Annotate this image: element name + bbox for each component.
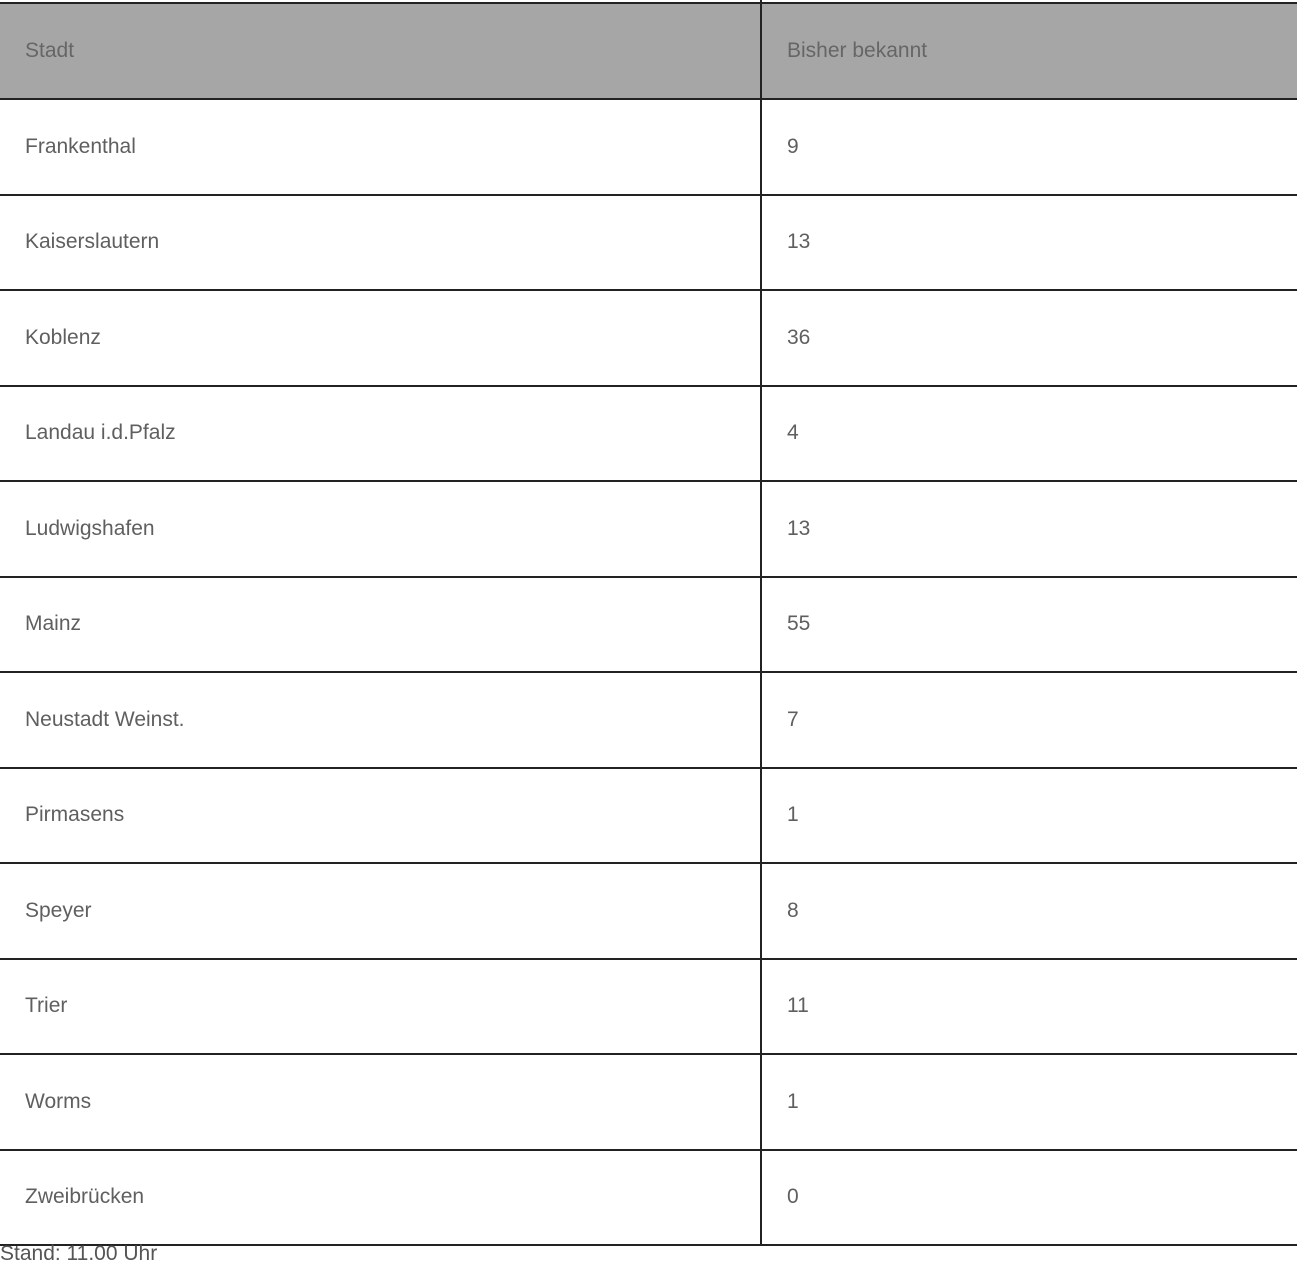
- count-cell: 1: [761, 1054, 1297, 1151]
- count-cell: 11: [761, 958, 1297, 1055]
- table-row: Mainz 55: [0, 576, 1297, 673]
- count-cell: 1: [761, 767, 1297, 864]
- city-cell: Mainz: [0, 576, 762, 673]
- count-cell: 55: [761, 576, 1297, 673]
- timestamp-note: Stand: 11.00 Uhr: [0, 1242, 158, 1265]
- city-cell: Frankenthal: [0, 99, 762, 196]
- city-cell: Speyer: [0, 863, 762, 960]
- count-cell: 36: [761, 290, 1297, 387]
- count-cell: 13: [761, 481, 1297, 578]
- column-divider: [760, 0, 762, 3]
- table-row: Koblenz 36: [0, 290, 1297, 387]
- count-cell: 4: [761, 385, 1297, 482]
- count-cell: 8: [761, 863, 1297, 960]
- city-cell: Ludwigshafen: [0, 481, 762, 578]
- table-row: Worms 1: [0, 1054, 1297, 1151]
- table-row: Landau i.d.Pfalz 4: [0, 385, 1297, 482]
- city-cell: Pirmasens: [0, 767, 762, 864]
- header-bisher-bekannt: Bisher bekannt: [761, 2, 1297, 100]
- count-cell: 7: [761, 672, 1297, 769]
- table-row: Trier 11: [0, 958, 1297, 1055]
- table-row: Ludwigshafen 13: [0, 481, 1297, 578]
- table-header-row: Stadt Bisher bekannt: [0, 2, 1297, 100]
- count-cell: 0: [761, 1149, 1297, 1246]
- table-row: Speyer 8: [0, 863, 1297, 960]
- city-cell: Koblenz: [0, 290, 762, 387]
- table-row: Pirmasens 1: [0, 767, 1297, 864]
- table-row: Zweibrücken 0: [0, 1149, 1297, 1246]
- table-row: Frankenthal 9: [0, 99, 1297, 196]
- city-cell: Zweibrücken: [0, 1149, 762, 1246]
- count-cell: 13: [761, 194, 1297, 291]
- city-cell: Kaiserslautern: [0, 194, 762, 291]
- city-cell: Landau i.d.Pfalz: [0, 385, 762, 482]
- table-row: Kaiserslautern 13: [0, 194, 1297, 291]
- table-row: Neustadt Weinst. 7: [0, 672, 1297, 769]
- city-cell: Worms: [0, 1054, 762, 1151]
- header-stadt: Stadt: [0, 2, 762, 100]
- city-cases-table: Stadt Bisher bekannt Frankenthal 9 Kaisers…: [0, 2, 1297, 1246]
- city-cell: Neustadt Weinst.: [0, 672, 762, 769]
- count-cell: 9: [761, 99, 1297, 196]
- city-cell: Trier: [0, 958, 762, 1055]
